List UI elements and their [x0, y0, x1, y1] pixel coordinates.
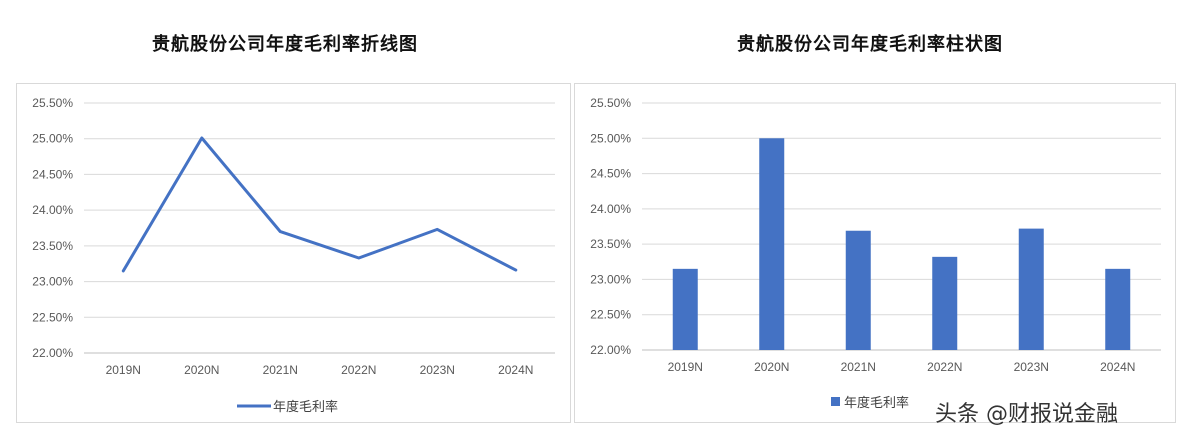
line-chart: 25.50% 25.00% 24.50% 24.00% 23.50% 23.00% 22.5… [17, 84, 572, 424]
x-tick-label: 2022N [927, 360, 962, 374]
x-tick-label: 2024N [1100, 360, 1135, 374]
bar [759, 138, 784, 350]
y-tick-label: 24.50% [32, 167, 73, 181]
series-line [123, 138, 516, 271]
bar [1105, 269, 1130, 350]
bar-chart: 25.50% 25.00% 24.50% 24.00% 23.50% 23.00% 22.5… [575, 84, 1177, 424]
x-tick-label: 2023N [420, 363, 455, 377]
bar-chart-title: 贵航股份公司年度毛利率柱状图 [570, 30, 1170, 56]
y-tick-label: 23.50% [32, 239, 73, 253]
line-chart-panel: 25.50% 25.00% 24.50% 24.00% 23.50% 23.00% 22.5… [16, 83, 571, 423]
y-tick-label: 24.00% [32, 203, 73, 217]
x-tick-label: 2023N [1014, 360, 1049, 374]
y-tick-label: 24.50% [590, 167, 631, 181]
y-tick-label: 22.50% [590, 308, 631, 322]
line-chart-title: 贵航股份公司年度毛利率折线图 [0, 30, 570, 56]
bar [1019, 229, 1044, 350]
y-tick-label: 25.00% [32, 132, 73, 146]
x-tick-label: 2022N [341, 363, 376, 377]
y-tick-label: 22.50% [32, 310, 73, 324]
bar-chart-panel: 25.50% 25.00% 24.50% 24.00% 23.50% 23.00% 22.5… [574, 83, 1176, 423]
y-tick-label: 25.00% [590, 131, 631, 145]
x-tick-label: 2024N [498, 363, 533, 377]
bar [846, 231, 871, 350]
legend-square-marker [831, 397, 840, 406]
bar [673, 269, 698, 350]
y-tick-label: 23.50% [590, 237, 631, 251]
y-tick-label: 22.00% [32, 346, 73, 360]
x-tick-label: 2021N [263, 363, 298, 377]
x-tick-label: 2021N [841, 360, 876, 374]
legend: 年度毛利率 [831, 395, 909, 410]
x-tick-label: 2019N [668, 360, 703, 374]
y-tick-label: 25.50% [32, 96, 73, 110]
legend-label: 年度毛利率 [844, 395, 909, 410]
y-tick-label: 23.00% [590, 272, 631, 286]
y-tick-label: 22.00% [590, 343, 631, 357]
x-tick-label: 2020N [184, 363, 219, 377]
x-tick-label: 2019N [106, 363, 141, 377]
y-tick-label: 23.00% [32, 275, 73, 289]
bar [932, 257, 957, 350]
watermark: 头条 @财报说金融 [935, 396, 1118, 428]
x-tick-label: 2020N [754, 360, 789, 374]
y-tick-label: 24.00% [590, 202, 631, 216]
y-tick-label: 25.50% [590, 96, 631, 110]
